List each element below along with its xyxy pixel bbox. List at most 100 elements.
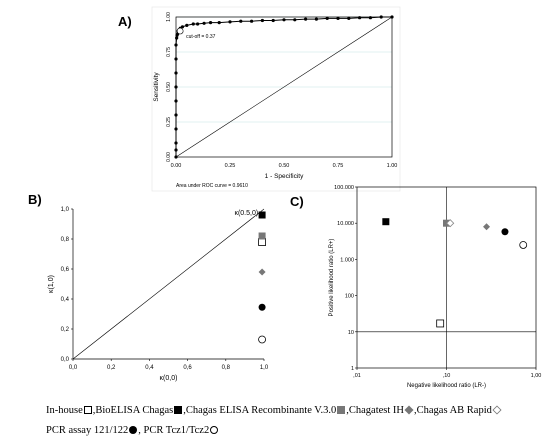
panel-a-xtick-3: 0.75 <box>333 163 344 169</box>
panel-a-frame <box>151 6 401 192</box>
panel-b-ylabel: κ(1,0) <box>48 275 55 293</box>
panel-b-ytick-3: 0,6 <box>61 267 70 273</box>
panel-a-ytick-4: 1.00 <box>166 12 172 22</box>
legend-separator: , <box>346 405 349 416</box>
panel-a-roc-point <box>208 21 213 25</box>
panel-a-roc-point <box>282 18 286 22</box>
legend-item: In-house, <box>46 405 95 416</box>
panel-b-point-diamond <box>258 268 266 276</box>
panel-b-ytick-4: 0,8 <box>61 237 70 243</box>
legend-open-square-icon <box>83 406 92 414</box>
panel-a-xtick-4: 1.00 <box>387 163 398 169</box>
legend-item: PCR assay 121/122, <box>46 425 144 436</box>
panel-b-xtick-4: 0,8 <box>222 365 231 371</box>
panel-b-xtick-2: 0,4 <box>145 365 154 371</box>
panel-b-xtick-5: 1,0 <box>260 365 269 371</box>
panel-a-roc-point <box>379 15 383 19</box>
panel-a-ytick-0: 0.00 <box>166 152 172 162</box>
panel-a-roc-point <box>390 15 394 19</box>
panel-b-xtick-3: 0,6 <box>183 365 192 371</box>
panel-a-diagonal <box>175 16 393 158</box>
legend-filled-circle-icon <box>129 426 138 434</box>
panel-a-roc-point <box>304 17 308 21</box>
legend-separator: , <box>92 405 96 416</box>
panel-a-roc-point <box>202 21 206 25</box>
panel-b-ytick-2: 0,4 <box>61 297 70 303</box>
panel-c-xtick-2: 1,00 <box>531 373 542 379</box>
panel-c-ytick-2: 100 <box>345 294 354 300</box>
panel-a-roc-point <box>175 36 179 40</box>
panel-a-roc-point <box>174 71 178 75</box>
panel-a-cutoff-marker <box>176 27 184 35</box>
panel-c-ytick-3: 1.000 <box>340 257 354 263</box>
panel-a-roc-point <box>174 141 178 145</box>
panel-c-label: C) <box>290 194 304 209</box>
panel-a-ytick-2: 0.50 <box>166 82 172 92</box>
legend-item: Chagas ELISA Recombinante V.3.0, <box>186 405 349 416</box>
panel-b-ytick-5: 1,0 <box>61 207 70 213</box>
legend-item-label: BioELISA Chagas <box>95 405 174 416</box>
panel-c-xlabel: Negative likelihood ratio (LR-) <box>407 383 486 389</box>
legend-item: BioELISA Chagas, <box>95 405 186 416</box>
panel-b-xtick-0: 0,0 <box>69 365 78 371</box>
panel-b-ytick-0: 0,0 <box>61 357 70 363</box>
panel-a-ytick-3: 0.75 <box>166 47 172 57</box>
legend-filled-square-icon <box>174 406 183 414</box>
panel-c-ytick-1: 10 <box>348 330 354 336</box>
legend-grey-square-icon <box>337 406 346 414</box>
panel-b-point-grey-square <box>258 232 266 240</box>
panel-c-ytick-0: 1 <box>351 366 354 372</box>
panel-c-ylabel: Positive likelihood ratio (LR+) <box>329 239 335 317</box>
legend-separator: , <box>138 425 144 436</box>
panel-a-xtick-1: 0.25 <box>225 163 236 169</box>
panel-a-roc-point <box>260 18 264 23</box>
legend-open-circle-icon <box>210 426 219 434</box>
panel-b-xtick-1: 0,2 <box>107 365 116 371</box>
panel-a-footer: Area under ROC curve = 0.9610 <box>176 183 248 189</box>
legend-diamond-icon <box>404 405 414 415</box>
panel-b-xlabel: κ(0,0) <box>160 375 178 382</box>
panel-a-roc-point <box>174 99 178 103</box>
panel-b-point-filled-circle <box>258 303 266 311</box>
panel-a-roc-point <box>228 20 232 24</box>
panel-a-roc-point <box>293 18 297 22</box>
panel-b-ytick-1: 0,2 <box>61 327 70 333</box>
panel-a-label: A) <box>118 14 132 29</box>
panel-c-xtick-0: ,01 <box>353 373 361 379</box>
panel-c-point-filled-circle <box>501 228 509 236</box>
panel-a-roc-point <box>217 21 221 25</box>
panel-a-roc-point <box>174 43 178 47</box>
panel-c-point-diamond <box>483 223 491 231</box>
panel-a-roc-point <box>314 17 318 21</box>
legend-open-diamond-icon <box>492 405 502 415</box>
panel-c-ytick-5: 100.000 <box>334 185 354 191</box>
panel-a-roc-point <box>358 16 362 20</box>
panel-a-roc-point <box>347 16 351 20</box>
legend-item-label: Chagatest IH <box>348 405 405 416</box>
panel-b-point-open-square <box>258 238 266 246</box>
panel-a-roc-point <box>250 19 254 23</box>
panel-b-point-filled-square <box>258 211 266 219</box>
panel-c-xtick-1: ,10 <box>443 373 451 379</box>
legend-item-label: Chagas ELISA Recombinante V.3.0 <box>185 405 337 416</box>
panel-c-point-open-square <box>436 319 445 328</box>
panel-c-point-filled-square <box>382 218 390 226</box>
panel-a-roc-point <box>196 22 200 26</box>
panel-a-roc-point <box>239 19 243 23</box>
panel-b-label: B) <box>28 192 42 207</box>
legend-item: Chagas AB Rapid <box>417 405 502 416</box>
panel-b-diagonal <box>72 208 265 360</box>
panel-b-annotation: κ(0.5,0) <box>234 210 258 217</box>
legend-item: PCR Tcz1/Tcz2 <box>144 425 220 436</box>
panel-a-roc-point <box>325 16 329 20</box>
panel-a-roc-point <box>174 85 178 89</box>
panel-a-roc-point <box>174 155 178 159</box>
legend-separator: , <box>183 405 186 416</box>
legend-item-label: PCR assay 121/122 <box>46 425 129 436</box>
panel-a-roc-point <box>368 16 372 20</box>
panel-c-ytick-4: 10.000 <box>337 221 354 227</box>
panel-a-roc-point <box>174 148 178 152</box>
panel-c-point-open-circle <box>519 241 528 249</box>
panel-a-roc-point <box>191 22 195 26</box>
